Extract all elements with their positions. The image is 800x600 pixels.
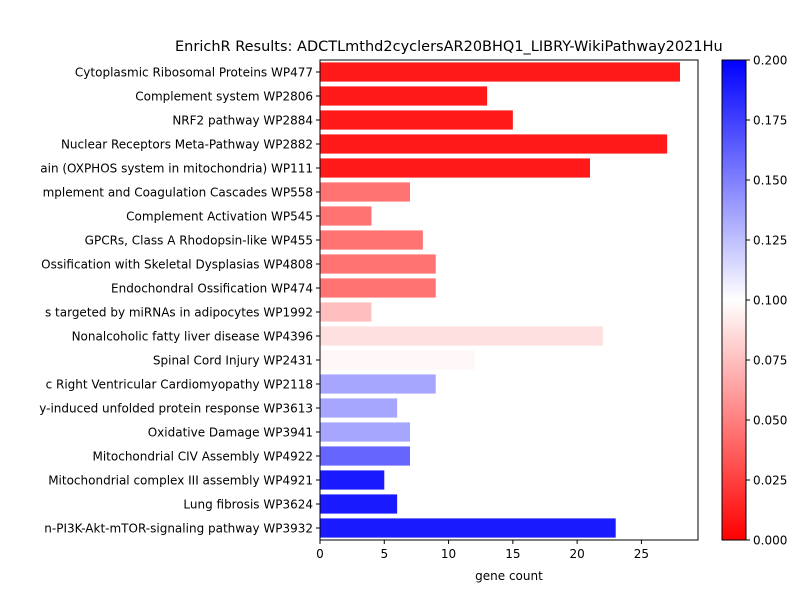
- bar: [320, 182, 410, 202]
- bar: [320, 422, 410, 442]
- bar: [320, 470, 385, 490]
- colorbar-tick-label: 0.125: [753, 234, 787, 248]
- bar: [320, 206, 372, 226]
- colorbar-gradient: [721, 59, 747, 541]
- x-tick-label: 20: [570, 547, 585, 561]
- bar: [320, 110, 513, 130]
- bar: [320, 446, 410, 466]
- y-tick-label: Nuclear Receptors Meta-Pathway WP2882: [61, 138, 313, 152]
- bar: [320, 302, 372, 322]
- bar: [320, 278, 436, 298]
- y-tick-label: Complement Activation WP545: [126, 210, 313, 224]
- y-tick-label: mplement and Coagulation Cascades WP558: [43, 186, 313, 200]
- x-tick-label: 25: [634, 547, 649, 561]
- colorbar-tick-label: 0.075: [753, 354, 787, 368]
- y-tick-label: n-PI3K-Akt-mTOR-signaling pathway WP3932: [44, 522, 313, 536]
- bar: [320, 398, 398, 418]
- y-tick-label: s targeted by miRNAs in adipocytes WP199…: [45, 306, 313, 320]
- y-tick-label: Endochondral Ossification WP474: [111, 282, 313, 296]
- x-tick-label: 10: [441, 547, 456, 561]
- bar: [320, 494, 398, 514]
- y-tick-label: Cytoplasmic Ribosomal Proteins WP477: [75, 66, 313, 80]
- colorbar-tick-label: 0.175: [753, 114, 787, 128]
- x-axis-label: gene count: [475, 569, 543, 583]
- bar: [320, 134, 668, 154]
- y-tick-label: Lung fibrosis WP3624: [183, 498, 313, 512]
- y-tick-labels: Cytoplasmic Ribosomal Proteins WP477 Comp…: [39, 66, 320, 536]
- y-tick-label: Spinal Cord Injury WP2431: [153, 354, 313, 368]
- colorbar-tick-label: 0.100: [753, 294, 787, 308]
- bar: [320, 326, 603, 346]
- bar: [320, 158, 590, 178]
- bar: [320, 86, 488, 106]
- bar: [320, 350, 475, 370]
- bar: [320, 230, 423, 250]
- colorbar-tick-label: 0.150: [753, 174, 787, 188]
- y-tick-label: ain (OXPHOS system in mitochondria) WP11…: [40, 162, 313, 176]
- y-tick-label: y-induced unfolded protein response WP36…: [39, 402, 313, 416]
- colorbar-tick-label: 0.200: [753, 54, 787, 68]
- x-tick-label: 0: [316, 547, 324, 561]
- bar: [320, 254, 436, 274]
- y-tick-label: NRF2 pathway WP2884: [172, 114, 313, 128]
- bars-group: [320, 62, 680, 538]
- colorbar-tick-label: 0.000: [753, 534, 787, 548]
- x-tick-label: 15: [505, 547, 520, 561]
- bar: [320, 62, 680, 82]
- x-axis: 0 5 10 15 20 25: [316, 540, 649, 561]
- y-tick-label: Mitochondrial complex III assembly WP492…: [48, 474, 313, 488]
- chart-title: EnrichR Results: ADCTLmthd2cyclersAR20BH…: [175, 39, 723, 55]
- y-tick-label: GPCRs, Class A Rhodopsin-like WP455: [85, 234, 313, 248]
- y-tick-label: Nonalcoholic fatty liver disease WP4396: [72, 330, 313, 344]
- y-tick-label: Oxidative Damage WP3941: [148, 426, 313, 440]
- y-tick-label: Ossification with Skeletal Dysplasias WP…: [41, 258, 313, 272]
- colorbar-tick-label: 0.050: [753, 414, 787, 428]
- x-tick-label: 5: [380, 547, 388, 561]
- colorbar: 0.000 0.025 0.050 0.075 0.100 0.125 0.150 0.175…: [721, 54, 787, 548]
- y-tick-label: Mitochondrial CIV Assembly WP4922: [92, 450, 313, 464]
- bar: [320, 518, 616, 538]
- bar: [320, 374, 436, 394]
- plot-frame: [319, 59, 699, 541]
- colorbar-tick-label: 0.025: [753, 474, 787, 488]
- y-tick-label: c Right Ventricular Cardiomyopathy WP211…: [46, 378, 313, 392]
- y-tick-label: Complement system WP2806: [135, 90, 313, 104]
